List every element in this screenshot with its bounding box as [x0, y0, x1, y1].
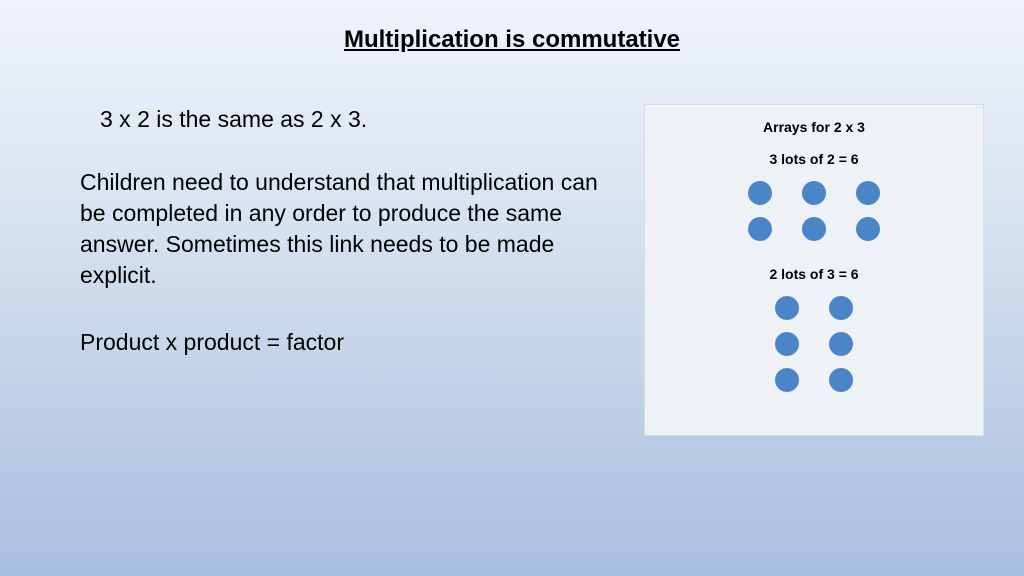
dot-row — [748, 181, 880, 205]
diagram-column: Arrays for 2 x 3 3 lots of 2 = 6 2 lots o… — [644, 104, 984, 436]
text-column: 3 x 2 is the same as 2 x 3. Children nee… — [80, 104, 614, 436]
dot-grid — [775, 296, 853, 392]
dot-icon — [802, 217, 826, 241]
dot-icon — [829, 368, 853, 392]
dot-icon — [775, 332, 799, 356]
block-label: 2 lots of 3 = 6 — [655, 266, 973, 282]
main-paragraph: Children need to understand that multipl… — [80, 167, 614, 291]
dot-row — [775, 368, 853, 392]
dot-icon — [856, 181, 880, 205]
dot-icon — [775, 296, 799, 320]
dot-block: 3 lots of 2 = 6 — [655, 151, 973, 246]
dot-grid — [748, 181, 880, 241]
dot-icon — [775, 368, 799, 392]
panel-title: Arrays for 2 x 3 — [655, 119, 973, 135]
dot-icon — [856, 217, 880, 241]
content-row: 3 x 2 is the same as 2 x 3. Children nee… — [0, 54, 1024, 436]
slide-title: Multiplication is commutative — [0, 0, 1024, 54]
dot-icon — [829, 332, 853, 356]
dot-blocks-host: 3 lots of 2 = 6 2 lots of 3 = 6 — [655, 151, 973, 397]
arrays-panel: Arrays for 2 x 3 3 lots of 2 = 6 2 lots o… — [644, 104, 984, 436]
dot-row — [775, 332, 853, 356]
dot-block: 2 lots of 3 = 6 — [655, 266, 973, 397]
dot-row — [748, 217, 880, 241]
dot-icon — [748, 217, 772, 241]
dot-row — [775, 296, 853, 320]
footer-line: Product x product = factor — [80, 327, 614, 358]
block-label: 3 lots of 2 = 6 — [655, 151, 973, 167]
dot-icon — [748, 181, 772, 205]
dot-icon — [829, 296, 853, 320]
intro-line: 3 x 2 is the same as 2 x 3. — [80, 104, 614, 135]
dot-icon — [802, 181, 826, 205]
